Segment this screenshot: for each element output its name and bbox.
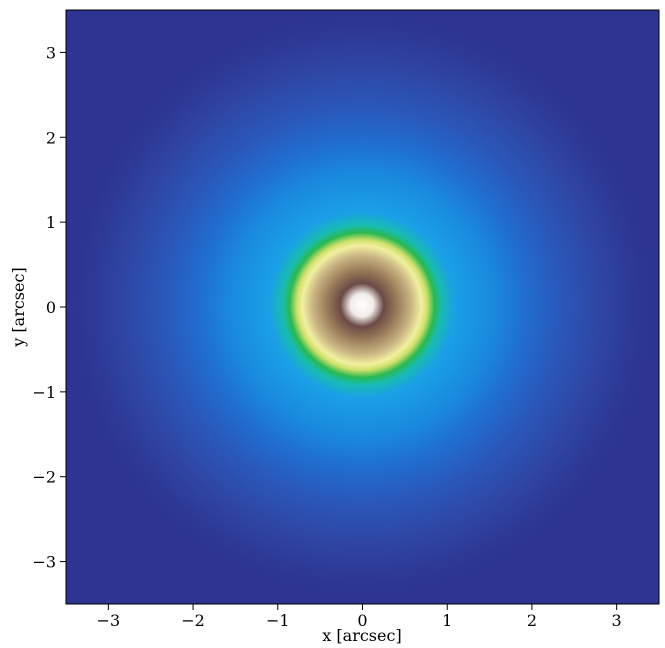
x-tick-label: 0 bbox=[357, 611, 367, 630]
y-tick-label: 3 bbox=[46, 43, 56, 62]
x-axis-label: x [arcsec] bbox=[322, 626, 401, 645]
y-tick-label: −2 bbox=[32, 468, 56, 487]
y-axis-label: y [arcsec] bbox=[9, 267, 28, 347]
y-tick-label: 2 bbox=[46, 128, 56, 147]
x-tick-label: −3 bbox=[97, 611, 121, 630]
y-tick-label: 1 bbox=[46, 213, 56, 232]
psf-image bbox=[72, 15, 652, 595]
y-tick-label: 0 bbox=[46, 298, 56, 317]
x-tick-label: −1 bbox=[266, 611, 290, 630]
image bbox=[66, 10, 659, 604]
x-tick-label: −2 bbox=[181, 611, 205, 630]
x-tick-label: 1 bbox=[442, 611, 452, 630]
x-tick-label: 3 bbox=[612, 611, 622, 630]
x-tick-label: 2 bbox=[527, 611, 537, 630]
y-tick-label: −3 bbox=[32, 553, 56, 572]
y-tick-label: −1 bbox=[32, 383, 56, 402]
